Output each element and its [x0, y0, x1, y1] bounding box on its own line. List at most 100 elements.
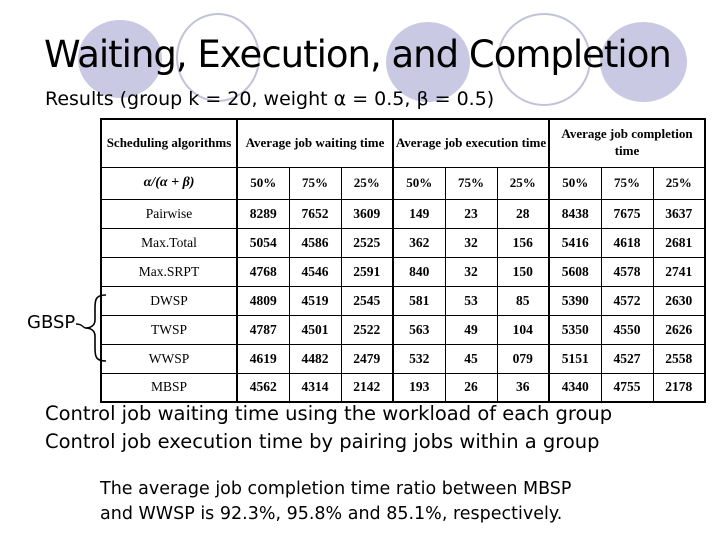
algorithm-name-cell: MBSP: [100, 372, 238, 403]
value-cell: 4501: [288, 314, 342, 345]
value-cell: 4578: [600, 256, 654, 287]
decorative-circle-filled: [78, 20, 162, 98]
value-cell: 4562: [236, 372, 290, 403]
value-cell: 532: [392, 343, 446, 374]
value-cell: 49: [444, 314, 498, 345]
table-row: Max.SRPT 4768 4546 2591 840 32 150 5608 4578 2741: [100, 256, 706, 287]
value-cell: 840: [392, 256, 446, 287]
value-cell: 4809: [236, 285, 290, 316]
value-cell: 8438: [548, 198, 602, 229]
algorithm-name-cell: TWSP: [100, 314, 238, 345]
value-cell: 2630: [652, 285, 706, 316]
value-cell: 2626: [652, 314, 706, 345]
value-cell: 7675: [600, 198, 654, 229]
value-cell: 2558: [652, 343, 706, 374]
value-cell: 5416: [548, 227, 602, 258]
value-cell: 149: [392, 198, 446, 229]
value-cell: 32: [444, 227, 498, 258]
ratio-formula-cell: α/(α + β): [100, 166, 238, 200]
decorative-circle-filled: [600, 22, 687, 102]
value-cell: 581: [392, 285, 446, 316]
value-cell: 4586: [288, 227, 342, 258]
value-cell: 2525: [340, 227, 394, 258]
percent-header-cell: 25%: [496, 166, 550, 200]
column-header-scheduling-algorithms: Scheduling algorithms: [100, 118, 238, 168]
value-cell: 26: [444, 372, 498, 403]
value-cell: 4619: [236, 343, 290, 374]
percent-header-cell: 50%: [236, 166, 290, 200]
value-cell: 2741: [652, 256, 706, 287]
value-cell: 2522: [340, 314, 394, 345]
algorithm-name-cell: DWSP: [100, 285, 238, 316]
value-cell: 2681: [652, 227, 706, 258]
summary-line-2: and WWSP is 92.3%, 95.8% and 85.1%, resp…: [100, 504, 563, 524]
algorithm-name-cell: WWSP: [100, 343, 238, 374]
percent-header-cell: 25%: [652, 166, 706, 200]
value-cell: 23: [444, 198, 498, 229]
value-cell: 36: [496, 372, 550, 403]
value-cell: 104: [496, 314, 550, 345]
decorative-circle-outlined: [497, 13, 591, 106]
value-cell: 3637: [652, 198, 706, 229]
decorative-circle-filled: [386, 22, 470, 102]
value-cell: 4527: [600, 343, 654, 374]
value-cell: 563: [392, 314, 446, 345]
value-cell: 32: [444, 256, 498, 287]
slide-subtitle: Results (group k = 20, weight α = 0.5, β…: [45, 88, 495, 110]
gbsp-brace-icon: [75, 294, 107, 362]
algorithm-name-cell: Pairwise: [100, 198, 238, 229]
column-header-execution-time: Average job execution time: [392, 118, 550, 168]
summary-line-1: The average job completion time ratio be…: [100, 479, 572, 499]
slide-title: Waiting, Execution, and Completion: [44, 33, 672, 76]
table-row: DWSP 4809 4519 2545 581 53 85 5390 4572 2630: [100, 285, 706, 316]
note-line-waiting: Control job waiting time using the workl…: [45, 402, 613, 425]
value-cell: 2178: [652, 372, 706, 403]
value-cell: 2142: [340, 372, 394, 403]
table-row: WWSP 4619 4482 2479 532 45 079 5151 4527 2558: [100, 343, 706, 374]
value-cell: 5608: [548, 256, 602, 287]
value-cell: 5151: [548, 343, 602, 374]
results-table-body: Pairwise 8289 7652 3609 149 23 28 8438 7675 3637 M…: [100, 198, 706, 403]
value-cell: 079: [496, 343, 550, 374]
table-row: Pairwise 8289 7652 3609 149 23 28 8438 7675 3637: [100, 198, 706, 229]
table-row: Max.Total 5054 4586 2525 362 32 156 5416 4618 268…: [100, 227, 706, 258]
table-row: TWSP 4787 4501 2522 563 49 104 5350 4550 2626: [100, 314, 706, 345]
value-cell: 4340: [548, 372, 602, 403]
value-cell: 85: [496, 285, 550, 316]
value-cell: 4482: [288, 343, 342, 374]
table-row: MBSP 4562 4314 2142 193 26 36 4340 4755 2178: [100, 372, 706, 403]
value-cell: 4546: [288, 256, 342, 287]
percent-header-cell: 50%: [392, 166, 446, 200]
percent-header-row: α/(α + β) 50% 75% 25% 50% 75% 25% 50% 75% 25%: [100, 166, 706, 200]
results-table: Scheduling algorithms Average job waitin…: [100, 118, 706, 403]
table-group-header-row: Scheduling algorithms Average job waitin…: [100, 118, 706, 168]
decorative-circle-outlined: [176, 13, 260, 102]
value-cell: 362: [392, 227, 446, 258]
value-cell: 45: [444, 343, 498, 374]
value-cell: 2591: [340, 256, 394, 287]
algorithm-name-cell: Max.SRPT: [100, 256, 238, 287]
summary-block: The average job completion time ratio be…: [100, 477, 571, 527]
value-cell: 5054: [236, 227, 290, 258]
gbsp-group-label: GBSP: [27, 312, 76, 333]
column-header-waiting-time: Average job waiting time: [236, 118, 394, 168]
percent-header-cell: 25%: [340, 166, 394, 200]
value-cell: 53: [444, 285, 498, 316]
column-header-completion-time: Average job completion time: [548, 118, 706, 168]
value-cell: 2545: [340, 285, 394, 316]
percent-header-cell: 75%: [288, 166, 342, 200]
algorithm-name-cell: Max.Total: [100, 227, 238, 258]
value-cell: 4787: [236, 314, 290, 345]
percent-header-cell: 50%: [548, 166, 602, 200]
value-cell: 4618: [600, 227, 654, 258]
percent-header-cell: 75%: [444, 166, 498, 200]
value-cell: 4550: [600, 314, 654, 345]
value-cell: 4572: [600, 285, 654, 316]
value-cell: 28: [496, 198, 550, 229]
note-line-execution: Control job execution time by pairing jo…: [45, 430, 600, 453]
value-cell: 4519: [288, 285, 342, 316]
value-cell: 193: [392, 372, 446, 403]
value-cell: 4755: [600, 372, 654, 403]
value-cell: 8289: [236, 198, 290, 229]
